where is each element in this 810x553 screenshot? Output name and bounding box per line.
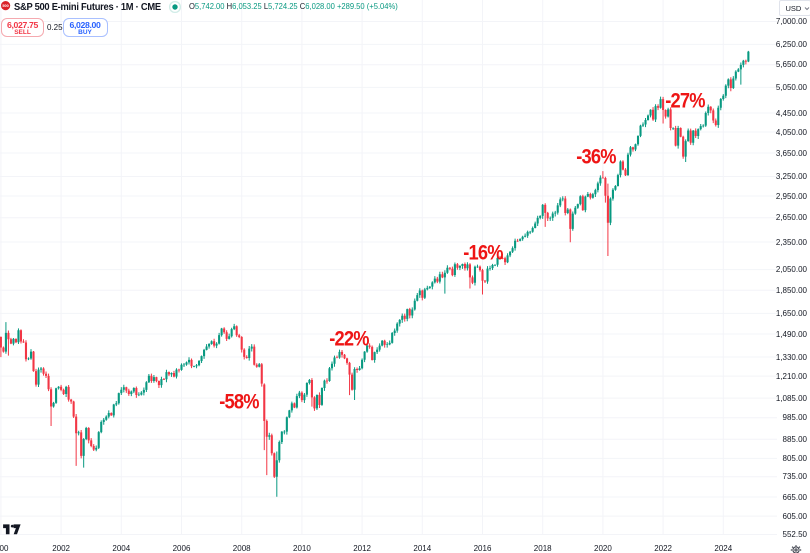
svg-text:500: 500 bbox=[2, 4, 8, 8]
